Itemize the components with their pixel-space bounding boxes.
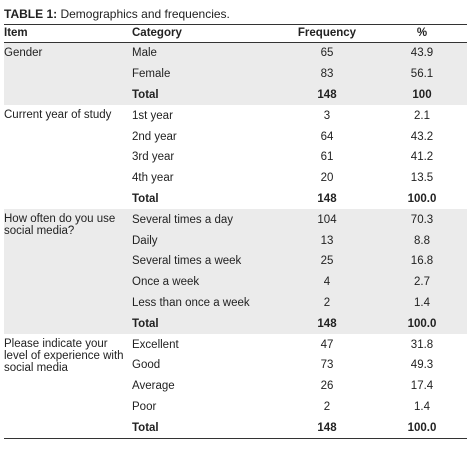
percent-cell: 43.9 (377, 42, 467, 64)
total-row: Total 148 100.0 (4, 189, 467, 210)
frequency-cell: 3 (323, 109, 331, 122)
category-cell: Total (132, 84, 277, 106)
percent-cell: 100 (377, 84, 467, 106)
percent-cell: 100.0 (407, 192, 437, 205)
table-row: Average 26 17.4 (4, 376, 467, 397)
group-social-media-frequency: How often do you use social media? Sever… (4, 209, 467, 335)
table-row: Less than once a week 2 1.4 (4, 292, 467, 314)
category-cell: Male (132, 42, 277, 64)
category-cell: Excellent (132, 338, 179, 351)
frequency-cell: 26 (320, 380, 334, 393)
frequency-cell: 61 (320, 151, 334, 164)
frequency-cell: 13 (277, 230, 377, 251)
category-cell: Average (132, 380, 175, 393)
table-row: 2nd year 64 43.2 (4, 126, 467, 147)
percent-cell: 17.4 (410, 380, 434, 393)
frequency-cell: 64 (320, 130, 334, 143)
frequency-cell: 148 (277, 84, 377, 106)
table-figure: TABLE 1: Demographics and frequencies. I… (4, 0, 467, 440)
frequency-cell: 2 (323, 400, 331, 413)
group-year-of-study: Current year of study 1st year 3 2.1 2nd… (4, 105, 467, 209)
category-cell: 2nd year (132, 130, 177, 143)
category-cell: Once a week (132, 271, 277, 293)
category-cell: Several times a week (132, 250, 277, 272)
percent-cell: 1.4 (414, 400, 430, 413)
percent-cell: 8.8 (377, 230, 467, 251)
table-row: 4th year 20 13.5 (4, 168, 467, 189)
percent-cell: 1.4 (377, 292, 467, 314)
header-item: Item (4, 24, 132, 43)
table-header: Item Category Frequency % (4, 24, 467, 43)
table-row: Several times a week 25 16.8 (4, 250, 467, 272)
table-row: How often do you use social media? Sever… (4, 209, 467, 335)
category-cell: Total (132, 313, 277, 335)
table-row: Good 73 49.3 (4, 355, 467, 376)
percent-cell: 2.7 (377, 271, 467, 293)
frequency-cell: 47 (320, 338, 334, 351)
table-row: Poor 2 1.4 (4, 397, 467, 418)
percent-cell: 100.0 (377, 313, 467, 335)
header-category: Category (132, 24, 277, 43)
category-cell: Female (132, 63, 277, 85)
frequency-cell: 83 (277, 63, 377, 85)
table-row: Daily 13 8.8 (4, 230, 467, 251)
total-row: Total 148 100.0 (4, 417, 467, 438)
percent-cell: 70.3 (377, 209, 467, 231)
percent-cell: 49.3 (410, 359, 434, 372)
table-row: Female 83 56.1 (4, 63, 467, 85)
group-experience: Please indicate your level of experience… (4, 334, 467, 438)
frequency-cell: 73 (320, 359, 334, 372)
table-row: Please indicate your level of experience… (4, 334, 467, 374)
percent-cell: 13.5 (410, 172, 434, 185)
group-gender: Gender Male 65 43.9 Female 83 56.1 Total… (4, 42, 467, 106)
frequency-cell: 65 (277, 42, 377, 64)
table-row: Once a week 4 2.7 (4, 271, 467, 293)
total-row: Total 148 100.0 (4, 313, 467, 335)
frequency-cell: 104 (277, 209, 377, 231)
header-frequency: Frequency (277, 24, 377, 43)
header-row: Item Category Frequency % (4, 24, 467, 43)
item-label: How often do you use social media? (4, 209, 132, 335)
percent-cell: 16.8 (377, 250, 467, 272)
percent-cell: 41.2 (410, 151, 434, 164)
header-percent: % (377, 24, 467, 43)
total-row: Total 148 100 (4, 84, 467, 106)
table-row: 3rd year 61 41.2 (4, 147, 467, 168)
category-cell: 1st year (132, 109, 173, 122)
demographics-table: Item Category Frequency % Gender Male 65… (4, 24, 467, 440)
percent-cell: 100.0 (407, 421, 437, 434)
percent-cell: 56.1 (377, 63, 467, 85)
frequency-cell: 148 (277, 313, 377, 335)
table-caption: TABLE 1: Demographics and frequencies. (4, 4, 467, 24)
category-cell: Poor (132, 400, 157, 413)
category-cell: 3rd year (132, 151, 175, 164)
category-cell: Total (132, 421, 159, 434)
table-row: Gender Male 65 43.9 (4, 42, 467, 106)
frequency-cell: 2 (277, 292, 377, 314)
frequency-cell: 25 (277, 250, 377, 272)
item-label: Please indicate your level of experience… (4, 338, 124, 375)
caption-text: Demographics and frequencies. (57, 7, 230, 21)
caption-label: TABLE 1: (4, 7, 58, 21)
item-label: Current year of study (4, 109, 112, 122)
percent-cell: 43.2 (410, 130, 434, 143)
category-cell: Several times a day (132, 209, 277, 231)
category-cell: Less than once a week (132, 292, 277, 314)
category-cell: Good (132, 359, 161, 372)
percent-cell: 31.8 (410, 338, 434, 351)
frequency-cell: 148 (317, 421, 337, 434)
frequency-cell: 20 (320, 172, 334, 185)
percent-cell: 2.1 (414, 109, 430, 122)
frequency-cell: 148 (317, 192, 337, 205)
category-cell: Daily (132, 230, 277, 251)
category-cell: Total (132, 192, 159, 205)
category-cell: 4th year (132, 172, 174, 185)
table-row: Current year of study 1st year 3 2.1 (4, 105, 467, 126)
item-label: Gender (4, 42, 132, 106)
frequency-cell: 4 (277, 271, 377, 293)
